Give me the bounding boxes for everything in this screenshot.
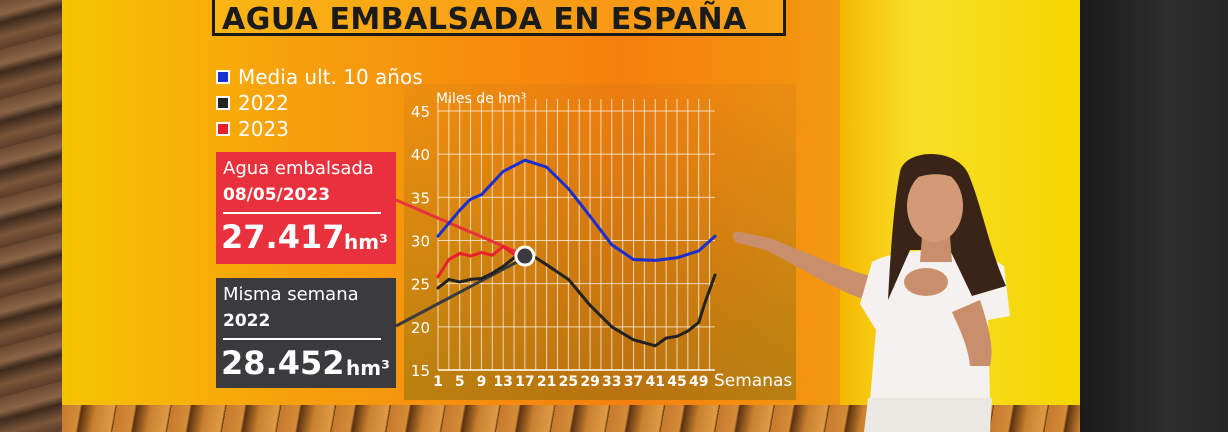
- y-tick-label-25: 25: [411, 276, 430, 294]
- series-line-1: [436, 249, 717, 348]
- card-2022-value: 28.452: [221, 344, 345, 382]
- y-tick-label-30: 30: [411, 233, 430, 251]
- legend-item-2023: 2023: [216, 116, 423, 142]
- x-tick-label-29: 29: [580, 374, 599, 390]
- y-tick-label-35: 35: [411, 189, 430, 207]
- studio-dark-wall: [1080, 0, 1228, 432]
- background-rocks: [0, 0, 62, 432]
- card-2022-year: 2022: [223, 311, 271, 331]
- title-frame: [212, 0, 786, 36]
- card-2023: Agua embalsada 08/05/2023 27.417 hm³: [216, 152, 396, 264]
- x-tick-label-21: 21: [537, 374, 556, 390]
- current-week-marker: [514, 245, 536, 267]
- card-connectors: [395, 198, 518, 328]
- y-tick-label-40: 40: [411, 146, 430, 164]
- y-axis-label: Miles de hm³: [436, 91, 526, 107]
- card-2022-label: Misma semana: [223, 284, 359, 305]
- x-tick-label-13: 13: [493, 374, 512, 390]
- y-tick-label-15: 15: [411, 362, 430, 380]
- presenter-figure: [732, 153, 1010, 432]
- chart-grid: [437, 99, 715, 371]
- legend-swatch-2022: [216, 96, 230, 110]
- x-tick-label-49: 49: [689, 374, 708, 390]
- chart-panel: [404, 84, 796, 400]
- x-tick-label-41: 41: [646, 374, 665, 390]
- series-line-0: [436, 158, 717, 262]
- card-2023-label: Agua embalsada: [223, 158, 374, 179]
- x-tick-label-37: 37: [624, 374, 643, 390]
- y-tick-label-20: 20: [411, 319, 430, 337]
- connector-2022: [395, 260, 518, 328]
- card-2023-value: 27.417: [221, 218, 345, 256]
- legend: Media ult. 10 años 2022 2023: [216, 64, 423, 142]
- chart-series: [436, 158, 717, 348]
- card-2022: Misma semana 2022 28.452 hm³: [216, 278, 396, 388]
- card-2022-divider: [223, 338, 381, 340]
- x-tick-label-9: 9: [477, 374, 487, 390]
- x-tick-label-33: 33: [602, 374, 621, 390]
- legend-label-2022: 2022: [238, 91, 289, 115]
- series-line-2: [436, 245, 527, 279]
- legend-label-media: Media ult. 10 años: [238, 65, 423, 89]
- x-tick-label-25: 25: [559, 374, 578, 390]
- legend-item-2022: 2022: [216, 90, 423, 116]
- highlight-point: [514, 245, 536, 267]
- legend-item-media: Media ult. 10 años: [216, 64, 423, 90]
- legend-swatch-media: [216, 70, 230, 84]
- connector-2023: [395, 198, 518, 254]
- legend-label-2023: 2023: [238, 117, 289, 141]
- x-tick-label-45: 45: [667, 374, 686, 390]
- chart-title: AGUA EMBALSADA EN ESPAÑA: [222, 2, 747, 37]
- legend-swatch-2023: [216, 122, 230, 136]
- x-axis-label: Semanas: [714, 371, 792, 391]
- y-tick-label-45: 45: [411, 103, 430, 121]
- x-tick-label-5: 5: [455, 374, 465, 390]
- card-2023-divider: [223, 212, 381, 214]
- card-2022-unit: hm³: [346, 356, 390, 380]
- x-tick-label-1: 1: [433, 374, 443, 390]
- card-2023-unit: hm³: [344, 230, 388, 254]
- x-tick-label-17: 17: [515, 374, 534, 390]
- card-2023-date: 08/05/2023: [223, 185, 331, 205]
